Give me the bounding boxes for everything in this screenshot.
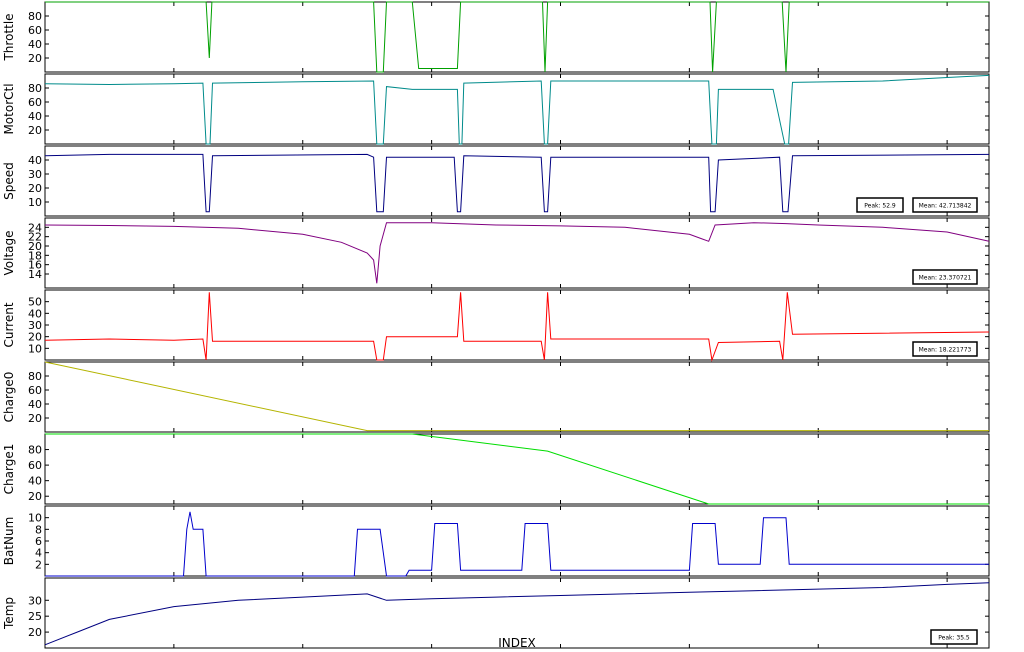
y-tick-label: 6	[35, 535, 42, 548]
y-tick-label: 80	[28, 444, 42, 457]
x-tick-label: 12000	[801, 650, 836, 652]
y-tick-label: 20	[28, 52, 42, 65]
y-tick-label: 22	[28, 231, 42, 244]
y-tick-label: 60	[28, 384, 42, 397]
annotation-text: Peak: 52.9	[864, 203, 896, 210]
y-tick-label: 20	[28, 626, 42, 639]
panel-frame	[44, 73, 990, 145]
series-line-temp	[44, 582, 990, 646]
series-line-current	[44, 292, 990, 362]
panel-temp: 20 25 30 Temp Peak: 35.5	[2, 577, 990, 649]
annotation-text: Peak: 35.5	[938, 635, 970, 642]
y-tick-label: 60	[28, 459, 42, 472]
y-tick-label: 4	[35, 547, 42, 560]
y-tick-label: 60	[28, 96, 42, 109]
x-tick-label: 10000	[672, 650, 707, 652]
panel-frame	[44, 289, 990, 361]
y-tick-label: 2	[35, 558, 42, 571]
y-tick-label: 10	[28, 196, 42, 209]
annotation-box	[912, 197, 978, 213]
y-axis-label: Charge0	[2, 372, 16, 423]
series-line-motorctl	[44, 74, 990, 145]
series-line-batnum	[45, 511, 989, 577]
y-tick-label: 40	[28, 110, 42, 123]
annotation-text: Mean: 42.713842	[919, 203, 972, 210]
y-tick-label: 14	[28, 268, 42, 281]
y-axis-label: Speed	[2, 162, 16, 200]
annotation-box	[912, 341, 978, 357]
panel-frame	[44, 577, 990, 649]
y-tick-label: 16	[28, 259, 42, 272]
annotation-box	[912, 269, 978, 285]
y-tick-label: 8	[35, 523, 42, 536]
y-tick-label: 10	[28, 342, 42, 355]
y-tick-label: 80	[28, 370, 42, 383]
x-tick-label: 4000	[289, 650, 317, 652]
y-tick-label: 20	[28, 412, 42, 425]
panel-frame	[44, 145, 990, 217]
panel-frame	[44, 361, 990, 433]
y-axis-label: Voltage	[2, 230, 16, 275]
series-line-throttle	[45, 1, 989, 73]
y-axis-label: Temp	[2, 597, 16, 630]
y-tick-label: 40	[28, 154, 42, 167]
annotation-text: Mean: 23.370721	[919, 275, 972, 282]
x-tick-label: 0	[42, 650, 49, 652]
y-tick-label: 40	[28, 38, 42, 51]
annotation-box	[930, 629, 978, 645]
x-tick-label: 8000	[546, 650, 574, 652]
y-tick-label: 50	[28, 296, 42, 309]
y-tick-label: 30	[28, 168, 42, 181]
panel-charge1: 20 40 60 80 Charge1	[2, 433, 990, 505]
annotation-box	[856, 197, 904, 213]
y-tick-label: 30	[28, 594, 42, 607]
y-tick-label: 40	[28, 398, 42, 411]
series-line-voltage	[44, 222, 990, 284]
panel-frame	[44, 1, 990, 73]
y-tick-label: 25	[28, 610, 42, 623]
y-axis-label: Current	[2, 302, 16, 347]
y-tick-label: 20	[28, 331, 42, 344]
x-tick-label: 2000	[160, 650, 188, 652]
series-line-speed	[44, 153, 990, 213]
x-tick-label: 14000	[930, 650, 965, 652]
y-axis-label: Throttle	[2, 13, 16, 61]
series-line-charge1	[45, 433, 989, 505]
y-tick-label: 20	[28, 182, 42, 195]
annotation-text: Mean: 18.221773	[919, 347, 972, 354]
panel-frame	[44, 505, 990, 577]
series-line-charge0	[44, 361, 989, 432]
y-tick-label: 18	[28, 249, 42, 262]
x-tick-label: 6000	[418, 650, 446, 652]
y-axis-label: MotorCtl	[2, 83, 16, 134]
y-axis-label: Charge1	[2, 444, 16, 495]
y-tick-label: 60	[28, 24, 42, 37]
panel-frame	[44, 433, 990, 505]
panel-frame	[44, 217, 990, 289]
x-axis-label: INDEX	[498, 636, 536, 650]
y-tick-label: 20	[28, 240, 42, 253]
y-tick-label: 20	[28, 124, 42, 137]
y-tick-label: 20	[28, 490, 42, 503]
y-tick-label: 30	[28, 319, 42, 332]
y-tick-label: 40	[28, 475, 42, 488]
y-tick-label: 80	[28, 10, 42, 23]
y-axis-label: BatNum	[2, 517, 16, 566]
y-tick-label: 40	[28, 307, 42, 320]
y-tick-label: 80	[28, 82, 42, 95]
y-tick-label: 10	[28, 512, 42, 525]
y-tick-label: 24	[28, 221, 42, 234]
